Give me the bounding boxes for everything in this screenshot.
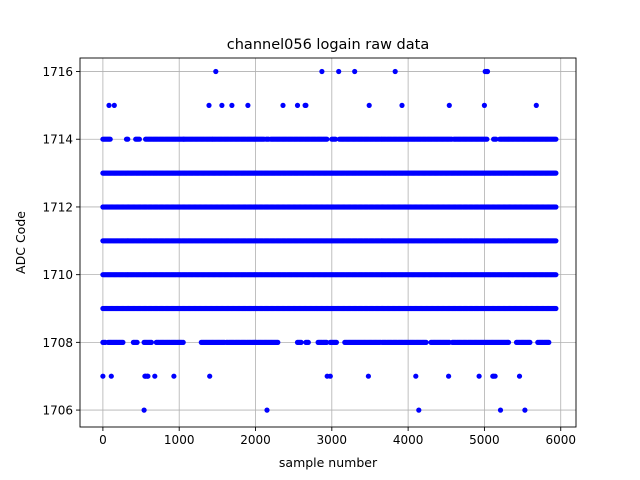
data-point [152, 373, 158, 379]
data-point [493, 136, 499, 142]
data-point [141, 407, 147, 413]
axis-ticks: 0 1000 2000 3000 4000 5000 6000 1706 1708 1710 171… [42, 65, 576, 447]
data-point [206, 102, 212, 108]
data-point [324, 339, 330, 345]
x-tick-label: 3000 [317, 433, 348, 447]
x-axis-label: sample number [279, 455, 378, 470]
data-point [553, 204, 559, 210]
x-tick-label: 6000 [545, 433, 576, 447]
data-point [324, 136, 330, 142]
data-point [125, 136, 131, 142]
data-point [446, 102, 452, 108]
data-point [553, 170, 559, 176]
data-point [533, 102, 539, 108]
data-point [207, 373, 213, 379]
data-point [522, 407, 528, 413]
data-point [319, 68, 325, 75]
data-point [484, 136, 490, 142]
data-point [423, 339, 429, 345]
data-point [413, 373, 419, 379]
data-point [180, 339, 186, 345]
data-point [245, 102, 251, 108]
x-tick-label: 2000 [240, 433, 271, 447]
data-point [553, 272, 559, 278]
data-point [497, 407, 504, 413]
data-point [553, 305, 559, 312]
data-point [481, 102, 487, 108]
data-point [505, 339, 512, 345]
y-axis-label: ADC Code [13, 211, 28, 274]
data-point [492, 373, 498, 379]
data-point [134, 339, 140, 345]
data-point [516, 373, 523, 379]
data-points [100, 68, 559, 413]
y-tick-label: 1716 [42, 65, 73, 79]
data-point [264, 407, 270, 413]
data-point [553, 238, 559, 244]
data-point [111, 102, 117, 108]
x-tick-label: 5000 [469, 433, 500, 447]
data-point [553, 136, 559, 142]
data-point [298, 339, 304, 345]
data-point [327, 373, 333, 379]
x-tick-label: 0 [99, 433, 107, 447]
data-point [446, 373, 452, 379]
data-point [106, 102, 112, 108]
data-point [100, 373, 106, 379]
data-point [365, 373, 371, 379]
y-tick-label: 1710 [42, 268, 73, 282]
data-point [145, 373, 151, 379]
data-point [120, 339, 126, 345]
data-point [392, 68, 398, 75]
data-point [229, 102, 235, 108]
data-point [305, 339, 311, 345]
y-tick-label: 1714 [42, 133, 73, 147]
x-tick-label: 1000 [164, 433, 195, 447]
data-point [294, 102, 301, 108]
data-point [303, 102, 309, 108]
data-point [107, 136, 113, 142]
data-point [213, 68, 219, 75]
data-point [280, 102, 286, 108]
data-point [484, 68, 491, 75]
y-tick-label: 1712 [42, 200, 73, 214]
data-point [171, 373, 177, 379]
x-tick-label: 4000 [393, 433, 424, 447]
data-point [275, 339, 281, 345]
data-point [366, 102, 372, 108]
plot-area-frame [79, 57, 577, 428]
data-point [546, 339, 552, 345]
data-point [332, 136, 339, 142]
data-point [148, 339, 154, 345]
data-point [333, 339, 339, 345]
y-tick-label: 1706 [42, 404, 73, 418]
data-point [352, 68, 358, 75]
data-point [136, 136, 142, 142]
data-point [399, 102, 405, 108]
data-point [416, 407, 422, 413]
data-point [527, 339, 533, 345]
data-point [108, 373, 114, 379]
data-point [219, 102, 225, 108]
data-point [336, 68, 342, 75]
data-point [476, 373, 482, 379]
y-tick-label: 1708 [42, 336, 73, 350]
chart-title: channel056 logain raw data [227, 37, 429, 53]
